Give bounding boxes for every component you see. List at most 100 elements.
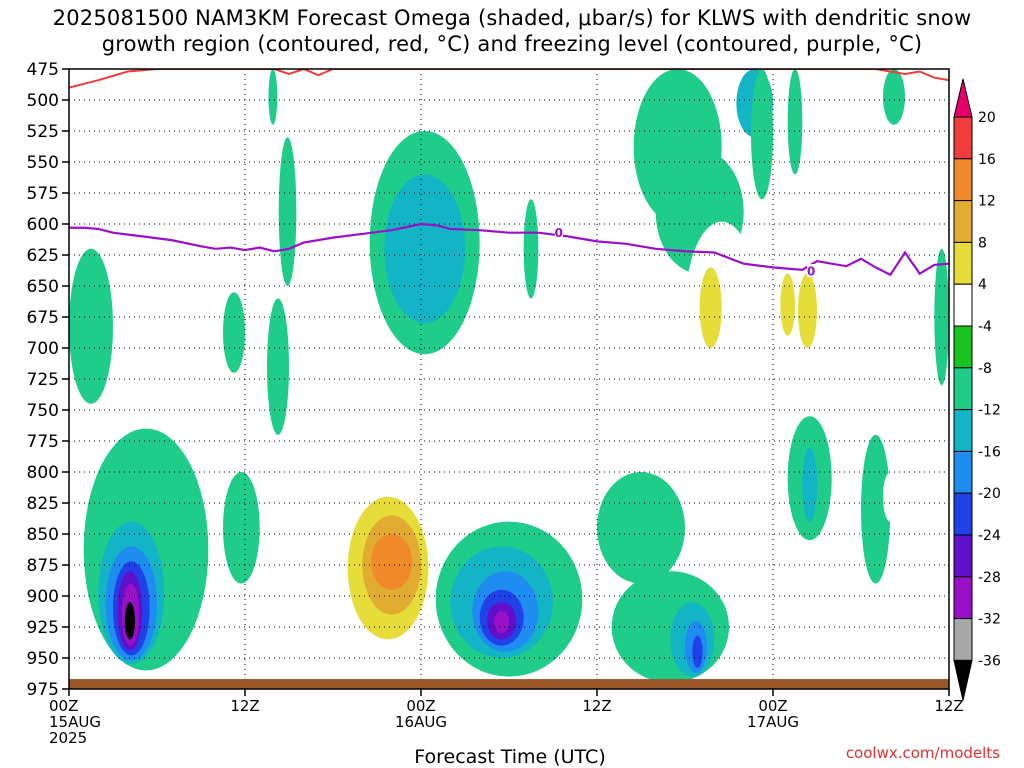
- y-tick-label-5: 600: [27, 215, 59, 235]
- dgz-line: [69, 69, 949, 89]
- colorbar-label-7: -12: [978, 403, 1001, 419]
- x-tick-label-0-0: 00Z: [49, 697, 78, 715]
- y-tick-label-16: 875: [27, 556, 59, 576]
- freezing-label-bg-1: [807, 264, 816, 278]
- omega-region-31: [692, 635, 703, 668]
- y-axis: 475 500 525 550 575 600 625 650 675 700 725 750 775 8…: [27, 60, 69, 700]
- colorbar-label-5: -4: [978, 319, 992, 335]
- x-tick-label-2-0: 00Z: [406, 697, 435, 715]
- y-tick-label-4: 575: [27, 184, 59, 204]
- positive-omega-region-11: [831, 273, 847, 336]
- colorbar-label-11: -28: [978, 570, 1001, 586]
- omega-region-10: [268, 69, 278, 125]
- omega-region-35: [883, 69, 905, 125]
- colorbar-segment-10: [953, 492, 973, 536]
- omega-shading: [69, 69, 949, 683]
- colorbar-label-2: 12: [978, 194, 996, 210]
- colorbar-label-1: 16: [978, 152, 996, 168]
- y-tick-label-6: 625: [27, 246, 59, 266]
- y-tick-label-17: 900: [27, 587, 59, 607]
- colorbar-label-13: -36: [978, 653, 1001, 669]
- colorbar-label-3: 8: [978, 235, 987, 251]
- y-tick-label-14: 825: [27, 494, 59, 514]
- omega-region-36: [934, 248, 949, 386]
- y-tick-label-13: 800: [27, 463, 59, 483]
- x-tick-label-4-1: 17AUG: [747, 713, 799, 731]
- colorbar-bottom-arrow: [953, 659, 973, 701]
- freezing-level-label-0: 0: [555, 226, 563, 240]
- omega-region-25: [751, 69, 773, 200]
- x-tick-label-5-0: 12Z: [934, 697, 963, 715]
- colorbar-segment-4: [953, 241, 973, 285]
- positive-omega-region-16: [897, 540, 913, 584]
- grid-lines: [69, 69, 949, 689]
- positive-omega-region-4: [371, 534, 413, 590]
- freezing-level-line: [69, 222, 949, 277]
- omega-region-0: [69, 248, 113, 404]
- dendritic-growth-contour: [69, 69, 949, 89]
- colorbar-label-0: 20: [978, 110, 996, 126]
- positive-omega-region-13: [927, 69, 942, 125]
- positive-omega-region-14: [721, 540, 737, 572]
- colorbar-segment-9: [953, 450, 973, 494]
- colorbar-segment-2: [953, 158, 973, 202]
- x-tick-label-2-1: 16AUG: [395, 713, 447, 731]
- colorbar-segment-8: [953, 409, 973, 452]
- colorbar-label-10: -24: [978, 528, 1001, 544]
- y-tick-label-0: 475: [27, 60, 59, 80]
- colorbar-segment-5: [953, 283, 973, 327]
- positive-omega-region-0: [157, 255, 194, 423]
- colorbar-label-4: 4: [978, 277, 987, 293]
- freezing-level-label-1: 0: [807, 265, 815, 279]
- y-tick-label-1: 500: [27, 91, 59, 111]
- omega-region-9: [223, 472, 260, 584]
- y-tick-label-19: 950: [27, 649, 59, 669]
- terrain-strip: [69, 679, 949, 689]
- positive-omega-region-15: [883, 472, 898, 522]
- positive-omega-region-7: [699, 267, 722, 349]
- colorbar-label-6: -8: [978, 361, 992, 377]
- omega-region-12: [267, 298, 289, 435]
- omega-region-8: [223, 292, 245, 373]
- positive-omega-region-10: [797, 273, 817, 348]
- y-tick-label-7: 650: [27, 277, 59, 297]
- colorbar-segment-6: [953, 325, 973, 369]
- x-tick-label-1-0: 12Z: [230, 697, 259, 715]
- positive-omega-region-9: [780, 273, 796, 336]
- freezing-level-contour: 00: [69, 222, 949, 279]
- y-tick-label-15: 850: [27, 525, 59, 545]
- x-tick-label-0-2: 2025: [49, 729, 87, 747]
- x-tick-label-4-0: 00Z: [758, 697, 787, 715]
- omega-region-20: [494, 610, 509, 634]
- positive-omega-region-12: [853, 137, 869, 187]
- y-tick-label-12: 775: [27, 432, 59, 452]
- colorbar-top-arrow: [953, 78, 973, 118]
- omega-region-14: [384, 174, 465, 324]
- colorbar-label-9: -20: [978, 486, 1001, 502]
- colorbar-segment-3: [953, 200, 973, 243]
- colorbar-segment-13: [953, 618, 973, 661]
- y-tick-label-18: 925: [27, 618, 59, 638]
- freezing-label-bg-0: [554, 225, 563, 239]
- colorbar-segment-7: [953, 367, 973, 411]
- omega-region-26: [787, 69, 803, 175]
- y-tick-label-2: 525: [27, 122, 59, 142]
- x-tick-label-0-1: 15AUG: [49, 713, 101, 731]
- colorbar-segment-11: [953, 534, 973, 578]
- terrain-fill: [69, 679, 949, 689]
- colorbar: 20 16 12 8 4 -4 -8 -12 -16 -20 -24 -28 -32 -36: [953, 78, 1001, 701]
- chart-title-line-1: 2025081500 NAM3KM Forecast Omega (shaded…: [52, 6, 972, 30]
- omega-region-11: [278, 137, 297, 286]
- y-tick-label-3: 550: [27, 153, 59, 173]
- y-tick-label-9: 700: [27, 339, 59, 359]
- credit-text: coolwx.com/modelts: [845, 744, 1000, 762]
- omega-region-33: [802, 447, 818, 522]
- colorbar-segment-12: [953, 576, 973, 620]
- chart-title-line-2: growth region (contoured, red, °C) and f…: [101, 32, 923, 56]
- y-tick-label-20: 975: [27, 680, 59, 700]
- y-tick-label-8: 675: [27, 308, 59, 328]
- positive-omega-region-6: [685, 221, 759, 398]
- positive-omega-region-5: [523, 317, 539, 373]
